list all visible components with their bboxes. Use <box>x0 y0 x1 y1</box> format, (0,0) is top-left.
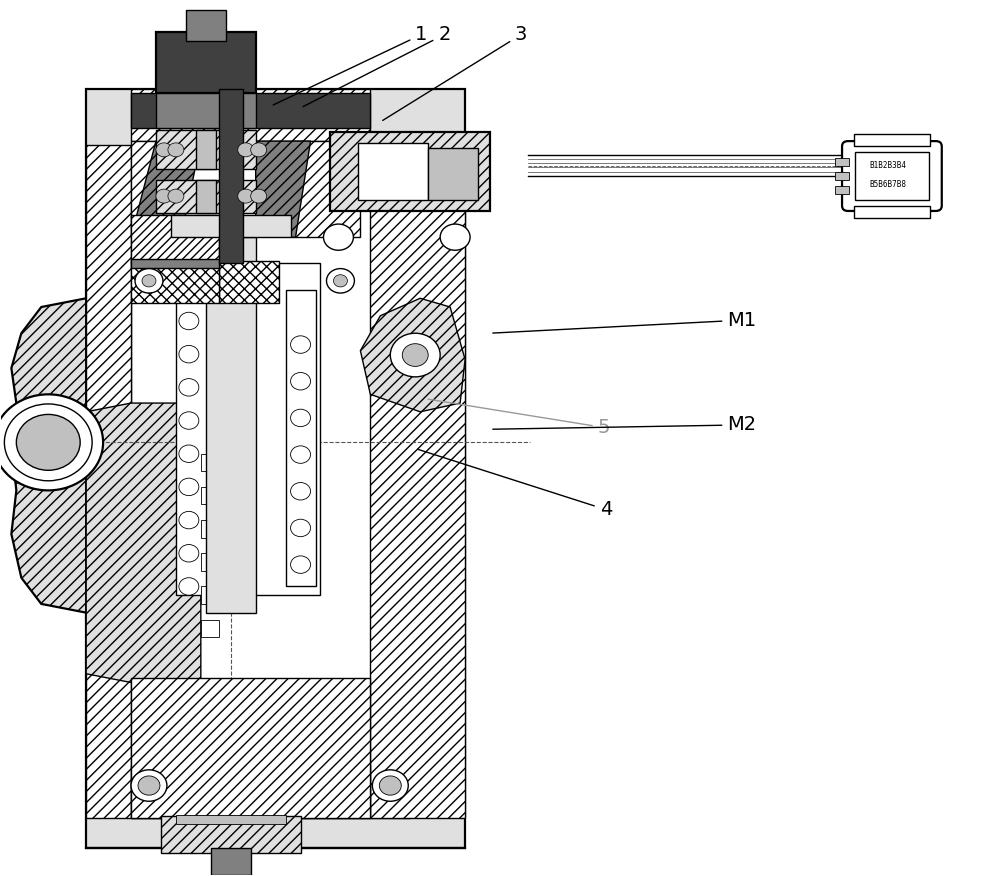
Text: 2: 2 <box>303 25 451 107</box>
Text: 4: 4 <box>418 449 612 519</box>
Circle shape <box>179 312 199 329</box>
Bar <box>131 93 370 128</box>
Bar <box>156 180 256 213</box>
Circle shape <box>291 556 311 574</box>
Polygon shape <box>131 141 201 237</box>
Bar <box>131 88 370 141</box>
Bar <box>196 130 216 169</box>
Bar <box>196 180 216 213</box>
Text: 3: 3 <box>383 25 527 120</box>
Text: 1: 1 <box>273 25 428 105</box>
Bar <box>201 619 219 637</box>
Polygon shape <box>256 141 311 237</box>
Polygon shape <box>360 299 465 412</box>
Bar <box>86 88 465 849</box>
Circle shape <box>156 143 172 157</box>
Circle shape <box>0 394 103 491</box>
Bar <box>131 141 171 237</box>
Bar <box>201 586 219 604</box>
Bar <box>176 816 286 824</box>
Circle shape <box>179 545 199 562</box>
Bar <box>156 32 256 93</box>
Circle shape <box>131 770 167 802</box>
Bar <box>206 237 256 612</box>
Circle shape <box>142 275 156 287</box>
FancyBboxPatch shape <box>855 152 929 200</box>
Bar <box>131 145 410 818</box>
Circle shape <box>291 372 311 390</box>
Bar <box>835 172 849 180</box>
Bar <box>186 11 226 40</box>
Circle shape <box>168 189 184 203</box>
Circle shape <box>16 414 80 470</box>
Circle shape <box>291 483 311 500</box>
Circle shape <box>168 143 184 157</box>
Bar <box>219 261 279 302</box>
Circle shape <box>179 345 199 363</box>
Text: M2: M2 <box>493 415 756 434</box>
Circle shape <box>372 770 408 802</box>
Circle shape <box>179 412 199 429</box>
Circle shape <box>135 269 163 293</box>
Bar <box>330 132 490 211</box>
Circle shape <box>251 143 267 157</box>
Circle shape <box>291 519 311 537</box>
Bar <box>286 290 316 586</box>
Circle shape <box>238 143 254 157</box>
Circle shape <box>379 776 401 795</box>
Bar <box>201 487 219 505</box>
Circle shape <box>138 776 160 795</box>
Text: 5: 5 <box>428 399 610 437</box>
Bar <box>291 141 360 237</box>
Circle shape <box>323 224 353 251</box>
Bar <box>131 678 370 818</box>
Circle shape <box>238 189 254 203</box>
Circle shape <box>179 512 199 529</box>
Circle shape <box>326 269 354 293</box>
Bar <box>211 849 251 874</box>
Bar <box>86 145 131 818</box>
Bar <box>131 261 219 302</box>
Bar <box>370 145 465 818</box>
Bar <box>854 206 930 218</box>
Polygon shape <box>11 299 86 612</box>
Bar <box>161 816 301 852</box>
Circle shape <box>156 189 172 203</box>
Bar <box>835 158 849 166</box>
Circle shape <box>251 189 267 203</box>
Bar <box>171 215 291 237</box>
Circle shape <box>179 577 199 595</box>
Bar <box>131 259 219 268</box>
Bar <box>201 554 219 571</box>
Bar <box>854 134 930 146</box>
Bar <box>201 520 219 538</box>
Circle shape <box>402 343 428 366</box>
Bar <box>156 130 256 169</box>
Text: B5B6B7B8: B5B6B7B8 <box>869 180 906 189</box>
Bar <box>176 264 320 595</box>
Bar <box>131 215 219 264</box>
Bar <box>219 88 243 264</box>
Circle shape <box>390 333 440 377</box>
Polygon shape <box>86 403 201 682</box>
Circle shape <box>291 336 311 353</box>
Circle shape <box>179 378 199 396</box>
Circle shape <box>291 409 311 427</box>
FancyBboxPatch shape <box>842 141 942 211</box>
Circle shape <box>291 446 311 463</box>
Bar <box>835 186 849 194</box>
Bar <box>156 93 256 128</box>
Circle shape <box>179 478 199 496</box>
Circle shape <box>440 224 470 251</box>
Text: B1B2B3B4: B1B2B3B4 <box>869 161 906 170</box>
Bar <box>131 766 370 818</box>
Text: M1: M1 <box>493 311 756 333</box>
Circle shape <box>179 445 199 463</box>
Bar <box>201 454 219 471</box>
Circle shape <box>333 275 347 287</box>
Bar <box>358 143 428 201</box>
Bar <box>428 148 478 201</box>
